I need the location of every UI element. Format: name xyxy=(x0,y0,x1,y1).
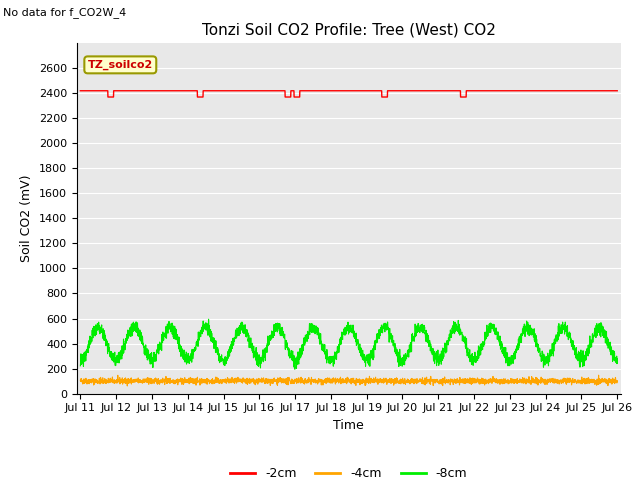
Legend: -2cm, -4cm, -8cm: -2cm, -4cm, -8cm xyxy=(225,462,472,480)
Y-axis label: Soil CO2 (mV): Soil CO2 (mV) xyxy=(20,175,33,262)
Text: TZ_soilco2: TZ_soilco2 xyxy=(88,60,153,70)
Title: Tonzi Soil CO2 Profile: Tree (West) CO2: Tonzi Soil CO2 Profile: Tree (West) CO2 xyxy=(202,23,496,38)
Text: No data for f_CO2W_4: No data for f_CO2W_4 xyxy=(3,7,127,18)
X-axis label: Time: Time xyxy=(333,419,364,432)
